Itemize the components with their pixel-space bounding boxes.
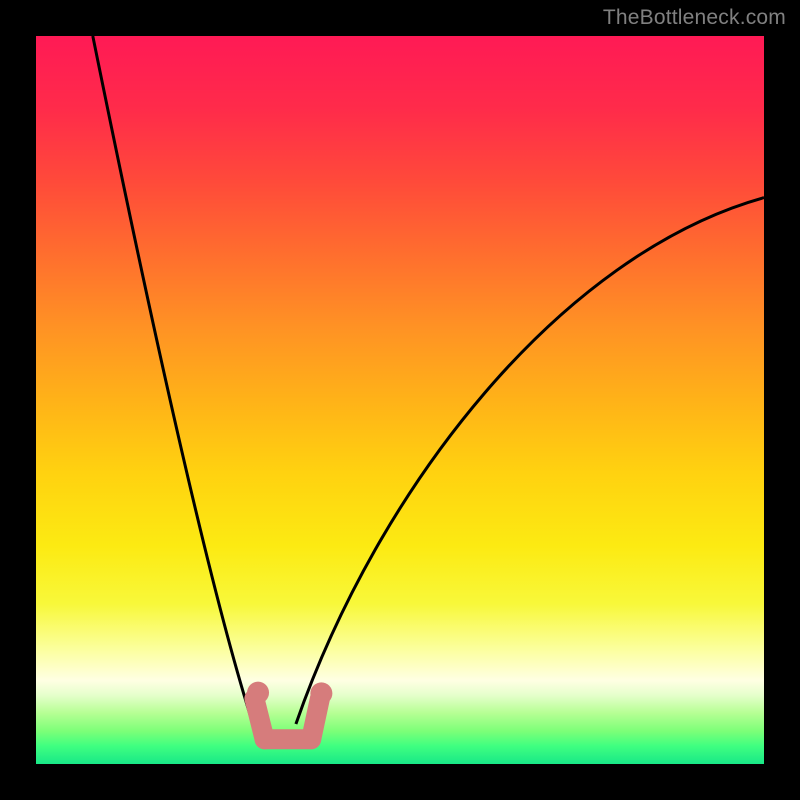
watermark-text: TheBottleneck.com: [603, 6, 786, 30]
chart-stage: TheBottleneck.com: [0, 0, 800, 800]
plot-area: [36, 36, 764, 764]
gradient-background: [36, 36, 764, 764]
